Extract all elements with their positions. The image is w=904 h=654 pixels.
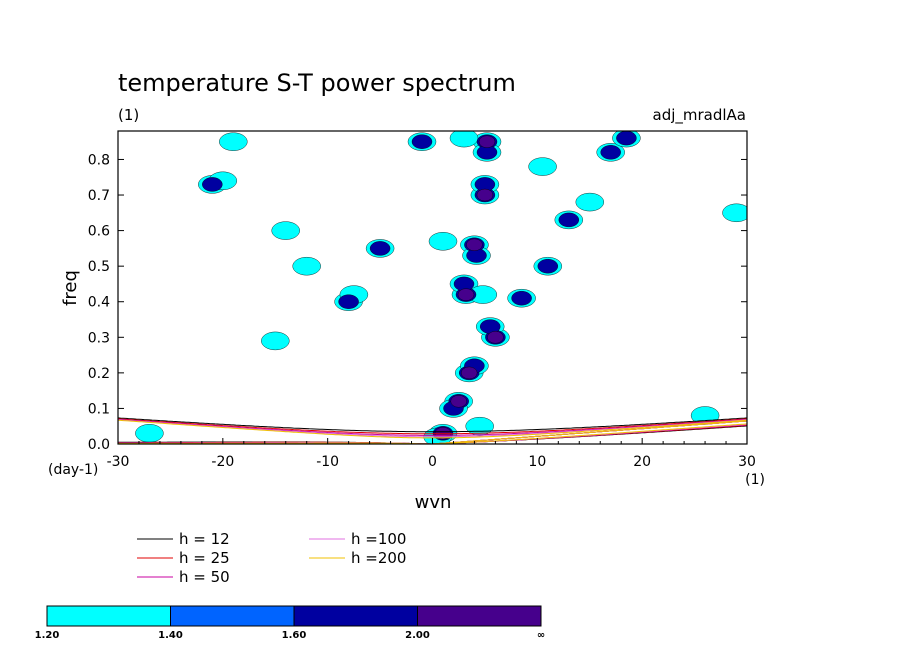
y-tick-label: 0.0 bbox=[88, 437, 110, 453]
x-tick-label: -20 bbox=[211, 454, 234, 470]
power-blob-13-level-3 bbox=[450, 395, 467, 408]
colorbar-segment-2 bbox=[293, 605, 418, 627]
dispersion-curve-h12-branch-0 bbox=[118, 417, 747, 433]
experiment-label: adj_mradlAa bbox=[653, 106, 747, 125]
dispersion-curve-h200-branch-0 bbox=[118, 419, 747, 439]
power-blob-2-level-3 bbox=[476, 188, 494, 202]
y-unit-label: (day-1) bbox=[48, 462, 98, 478]
x-tick-label: 10 bbox=[528, 454, 546, 470]
power-blob-31-level-1 bbox=[449, 131, 479, 148]
dispersion-curve-h50-branch-0 bbox=[118, 418, 747, 436]
x-tick-label: 20 bbox=[633, 454, 651, 470]
power-blob-23-level-2 bbox=[338, 294, 359, 309]
y-axis: 0.0 0.1 0.2 0.3 0.4 0.5 0.6 0.7 0.8 bbox=[88, 152, 747, 453]
dispersion-curve-h25-branch-0 bbox=[118, 418, 747, 435]
x-axis-label: wvn bbox=[415, 492, 452, 513]
power-blob-6-level-3 bbox=[457, 288, 475, 301]
y-tick-label: 0.7 bbox=[88, 188, 110, 204]
power-blob-37-level-1 bbox=[135, 424, 164, 443]
power-blob-0-level-3 bbox=[478, 135, 496, 148]
power-blob-18-level-2 bbox=[537, 259, 558, 274]
colorbar-level-label: ∞ bbox=[537, 630, 545, 641]
power-blob-26-level-1 bbox=[271, 221, 300, 240]
y-tick-label: 0.1 bbox=[88, 401, 110, 417]
chart-title: temperature S-T power spectrum bbox=[118, 69, 516, 97]
y-tick-label: 0.2 bbox=[88, 366, 110, 382]
colorbar-level-label: 1.40 bbox=[158, 630, 183, 641]
dispersion-curves bbox=[118, 417, 747, 444]
colorbar: 1.20 1.40 1.60 2.00 ∞ bbox=[35, 605, 545, 641]
x-tick-label: 0 bbox=[428, 454, 437, 470]
power-blob-32-level-1 bbox=[219, 132, 248, 151]
x-unit-label: (1) bbox=[745, 472, 765, 488]
power-blob-4-level-3 bbox=[466, 238, 483, 252]
colorbar-level-label: 1.60 bbox=[282, 630, 307, 641]
chart-subtitle-left: (1) bbox=[118, 106, 139, 124]
power-blob-11-level-3 bbox=[461, 366, 478, 380]
y-axis-label: freq bbox=[60, 270, 81, 306]
power-blob-27-level-2 bbox=[369, 241, 391, 256]
y-tick-label: 0.6 bbox=[88, 224, 110, 240]
y-tick-label: 0.8 bbox=[88, 152, 110, 168]
power-blob-9-level-3 bbox=[487, 331, 504, 344]
x-tick-label: 30 bbox=[738, 454, 756, 470]
legend-label-h25: h = 25 bbox=[179, 549, 230, 567]
y-tick-label: 0.5 bbox=[88, 259, 110, 275]
power-blob-39-level-1 bbox=[428, 232, 458, 251]
y-tick-label: 0.4 bbox=[88, 295, 110, 311]
power-blob-33-level-1 bbox=[528, 157, 557, 176]
power-blob-21-level-2 bbox=[600, 145, 621, 160]
colorbar-level-label: 1.20 bbox=[35, 630, 60, 641]
legend-label-h200: h =200 bbox=[351, 549, 406, 567]
power-blob-17-level-2 bbox=[511, 291, 532, 306]
power-blob-25-level-1 bbox=[292, 257, 321, 276]
power-blob-22-level-2 bbox=[616, 131, 637, 146]
colorbar-segment-0 bbox=[46, 605, 171, 627]
x-axis: -30 -20 -10 0 10 20 30 bbox=[107, 438, 756, 470]
power-blob-34-level-1 bbox=[722, 203, 747, 222]
power-blob-38-level-1 bbox=[261, 331, 290, 351]
legend-label-h100: h =100 bbox=[351, 530, 406, 548]
dispersion-curve-h200-branch-2 bbox=[433, 420, 747, 444]
x-tick-label: -10 bbox=[316, 454, 339, 470]
x-tick-label: -30 bbox=[107, 454, 130, 470]
colorbar-level-label: 2.00 bbox=[405, 630, 430, 641]
power-blob-30-level-2 bbox=[411, 134, 433, 149]
dispersion-curve-h200-branch-3 bbox=[432, 423, 747, 444]
legend-label-h50: h = 50 bbox=[179, 568, 230, 586]
legend-label-h12: h = 12 bbox=[179, 530, 230, 548]
y-tick-label: 0.3 bbox=[88, 330, 110, 346]
power-blob-28-level-2 bbox=[202, 177, 223, 192]
power-blob-19-level-2 bbox=[558, 212, 579, 228]
colorbar-segment-1 bbox=[170, 605, 295, 627]
power-contours bbox=[135, 131, 747, 444]
power-blob-20-level-1 bbox=[575, 192, 604, 212]
colorbar-segment-3 bbox=[417, 605, 542, 627]
